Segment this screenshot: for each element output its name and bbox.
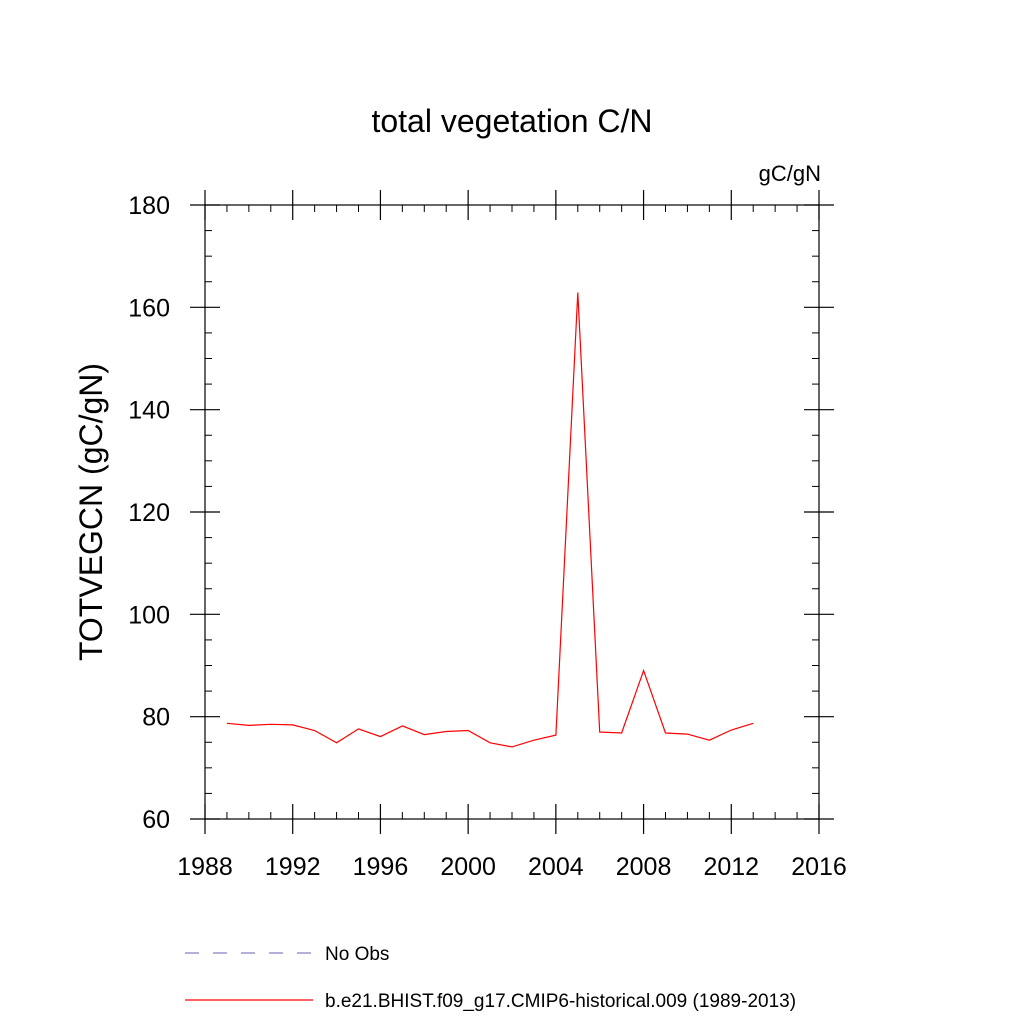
x-tick-label: 2004 (528, 853, 584, 881)
x-tick-label: 2008 (616, 853, 672, 881)
y-tick-label: 180 (128, 192, 170, 220)
plot-frame (204, 204, 820, 820)
units-label: gC/gN (759, 161, 821, 186)
x-tick-label: 1988 (177, 853, 233, 881)
y-tick-label: 120 (128, 499, 170, 527)
x-tick-label: 2012 (703, 853, 759, 881)
y-axis-label: TOTVEGCN (gC/gN) (73, 363, 109, 661)
series-lines (226, 292, 754, 748)
x-tick-label: 1996 (353, 853, 409, 881)
axis-ticks (190, 190, 834, 834)
chart-title: total vegetation C/N (371, 103, 652, 139)
y-tick-label: 80 (142, 704, 170, 732)
series-line (226, 292, 754, 748)
legend: No Obs b.e21.BHIST.f09_g17.CMIP6-historic… (185, 944, 796, 1012)
y-tick-label: 140 (128, 397, 170, 425)
x-tick-label: 2016 (791, 853, 847, 881)
y-tick-label: 100 (128, 601, 170, 629)
x-tick-label: 2000 (440, 853, 496, 881)
tick-labels: 1988 1992 1996 2000 2004 2008 2012 2016 60 80 100 1… (128, 192, 847, 881)
legend-label: b.e21.BHIST.f09_g17.CMIP6-historical.009… (325, 991, 796, 1012)
x-tick-label: 1992 (265, 853, 321, 881)
y-tick-label: 160 (128, 294, 170, 322)
legend-label: No Obs (325, 944, 389, 965)
y-tick-label: 60 (142, 806, 170, 834)
